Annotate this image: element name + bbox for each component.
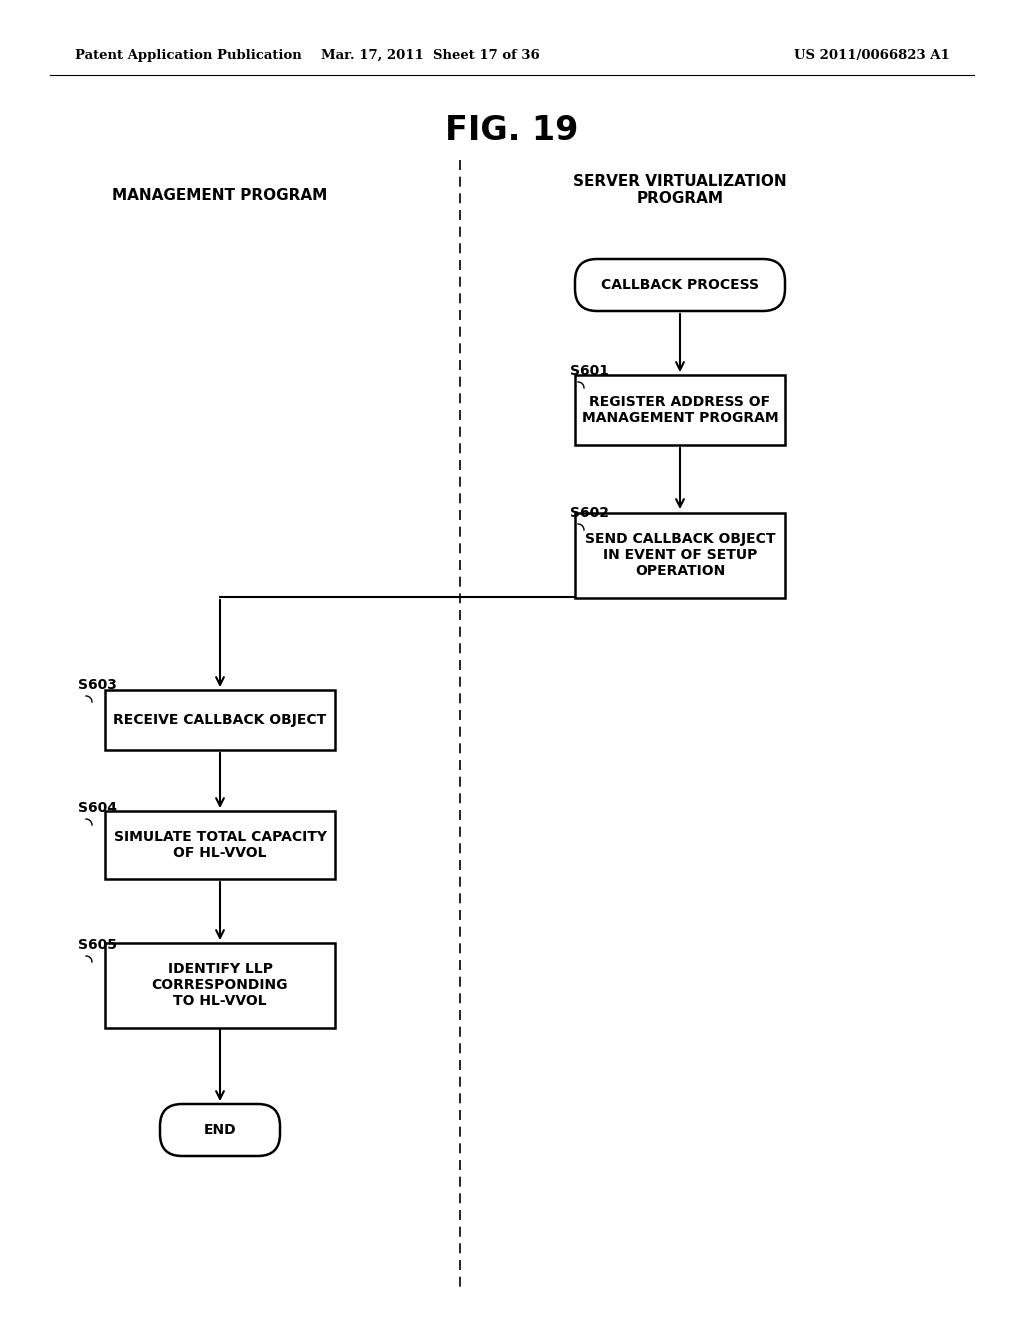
Text: S605: S605 (78, 939, 117, 952)
Text: SIMULATE TOTAL CAPACITY
OF HL-VVOL: SIMULATE TOTAL CAPACITY OF HL-VVOL (114, 830, 327, 861)
Text: US 2011/0066823 A1: US 2011/0066823 A1 (795, 49, 950, 62)
Text: Mar. 17, 2011  Sheet 17 of 36: Mar. 17, 2011 Sheet 17 of 36 (321, 49, 540, 62)
FancyBboxPatch shape (160, 1104, 280, 1156)
Bar (105, 942, 335, 1027)
Text: SEND CALLBACK OBJECT
IN EVENT OF SETUP
OPERATION: SEND CALLBACK OBJECT IN EVENT OF SETUP O… (585, 532, 775, 578)
Text: SERVER VIRTUALIZATION
PROGRAM: SERVER VIRTUALIZATION PROGRAM (573, 174, 786, 206)
Text: CALLBACK PROCESS: CALLBACK PROCESS (601, 279, 759, 292)
Text: S601: S601 (570, 364, 609, 378)
Text: FIG. 19: FIG. 19 (445, 114, 579, 147)
Text: END: END (204, 1123, 237, 1137)
Text: S602: S602 (570, 506, 609, 520)
Bar (575, 375, 785, 445)
Bar (105, 810, 335, 879)
Text: Patent Application Publication: Patent Application Publication (75, 49, 302, 62)
Text: S603: S603 (78, 678, 117, 692)
FancyBboxPatch shape (575, 259, 785, 312)
Text: REGISTER ADDRESS OF
MANAGEMENT PROGRAM: REGISTER ADDRESS OF MANAGEMENT PROGRAM (582, 395, 778, 425)
Text: RECEIVE CALLBACK OBJECT: RECEIVE CALLBACK OBJECT (114, 713, 327, 727)
Bar (105, 690, 335, 750)
Text: S604: S604 (78, 801, 117, 814)
Text: MANAGEMENT PROGRAM: MANAGEMENT PROGRAM (113, 187, 328, 202)
Bar (575, 512, 785, 598)
Text: IDENTIFY LLP
CORRESPONDING
TO HL-VVOL: IDENTIFY LLP CORRESPONDING TO HL-VVOL (152, 962, 288, 1008)
